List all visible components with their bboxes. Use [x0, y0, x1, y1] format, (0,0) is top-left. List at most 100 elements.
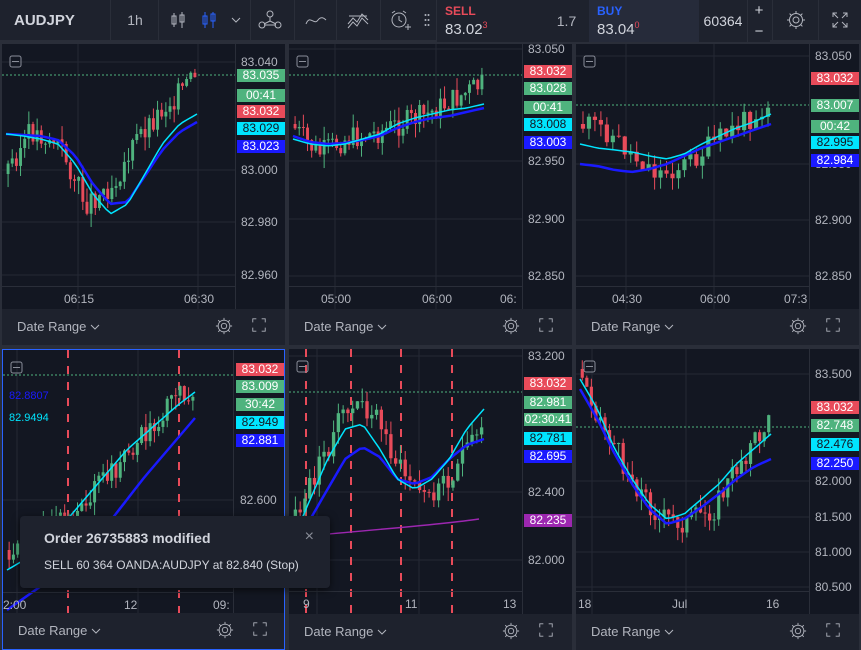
price-axis-label: 82.600 [240, 493, 277, 507]
price-plot[interactable] [2, 44, 235, 309]
chart-panel[interactable]: 83.200 82.400 82.000 9 11 13 83.032 82.981 02:30… [289, 349, 572, 650]
date-range-button[interactable]: Date Range [591, 624, 674, 639]
candle-up [308, 477, 312, 499]
buy-button[interactable]: BUY 83.040 [589, 0, 699, 42]
interval-button[interactable]: 1h [127, 12, 143, 28]
sell-button[interactable]: SELL 83.023 [436, 0, 545, 42]
gear-icon[interactable] [789, 622, 809, 642]
date-range-button[interactable]: Date Range [304, 624, 387, 639]
candle-up [662, 509, 666, 517]
price-axis-label: 83.050 [815, 49, 852, 63]
fullscreen-icon[interactable] [820, 0, 860, 40]
candle-up [470, 434, 474, 443]
quantity-decrease-button[interactable]: − [747, 21, 770, 42]
collapse-legend-icon[interactable] [296, 55, 309, 68]
bar-chart-icon[interactable] [162, 0, 194, 40]
collapse-legend-icon[interactable] [296, 360, 309, 373]
fullscreen-icon[interactable] [825, 317, 845, 337]
collapse-legend-icon[interactable] [10, 361, 23, 374]
candle-up [118, 462, 122, 478]
date-range-button[interactable]: Date Range [304, 319, 387, 334]
price-plot[interactable] [289, 44, 522, 309]
candle-down [193, 72, 197, 78]
chart-panel-active[interactable]: 82.600 2:00 12 09: 83.032 83.009 30:42 82.949 82… [2, 349, 285, 650]
collapse-legend-icon[interactable] [583, 360, 596, 373]
candle-up [598, 417, 603, 421]
gear-icon[interactable] [789, 317, 809, 337]
price-plot[interactable] [289, 349, 522, 614]
price-axis-border [235, 44, 236, 309]
candle-up [93, 481, 97, 503]
symbol-search[interactable]: AUDJPY [14, 11, 75, 29]
strategy-icon[interactable] [340, 0, 376, 40]
candle-up [351, 127, 355, 145]
quantity-input[interactable]: 60364 [699, 0, 747, 42]
candle-up [127, 160, 130, 162]
alert-clock-icon[interactable] [384, 0, 416, 40]
chevron-down-icon [664, 324, 674, 330]
gear-icon[interactable] [215, 317, 235, 337]
candle-up [147, 118, 151, 138]
chart-panel[interactable]: 83.040 83.000 82.980 82.960 06:15 06:30 83.035… [2, 44, 285, 345]
candle-up [322, 451, 326, 457]
price-tag: 00:41 [237, 89, 285, 102]
candle-up [682, 159, 687, 171]
candle-up [730, 467, 734, 479]
date-range-button[interactable]: Date Range [18, 623, 101, 638]
candle-down [443, 98, 447, 109]
gear-icon[interactable] [502, 317, 522, 337]
collapse-legend-icon[interactable] [583, 55, 596, 68]
quantity-increase-button[interactable]: + [747, 0, 770, 21]
candle-down [744, 460, 748, 464]
candle-up [753, 432, 757, 444]
candle-up [178, 386, 182, 396]
chart-panel[interactable]: 83.500 82.000 81.500 81.000 80.500 18 Jul 16 83.… [576, 349, 859, 650]
chevron-down-icon[interactable] [226, 0, 246, 40]
close-icon[interactable]: × [304, 528, 314, 545]
chart-panel[interactable]: 83.050 82.950 82.900 82.850 05:00 06:00 06: 83.… [289, 42, 572, 345]
candle-up [617, 442, 621, 445]
candle-up [176, 83, 180, 110]
gear-icon[interactable] [216, 621, 236, 641]
gear-icon[interactable] [776, 0, 816, 40]
candle-down [667, 509, 671, 515]
drag-handle-icon[interactable] [418, 0, 436, 40]
candle-down [422, 104, 426, 114]
candle-down [31, 124, 35, 142]
compare-symbol-icon[interactable] [252, 0, 288, 40]
date-range-button[interactable]: Date Range [591, 319, 674, 334]
candle-down [735, 467, 739, 475]
candle-down [634, 151, 639, 162]
candle-up [688, 154, 693, 160]
candle-down [721, 490, 725, 498]
candle-up [393, 120, 397, 122]
fullscreen-icon[interactable] [251, 317, 271, 337]
collapse-legend-icon[interactable] [9, 55, 22, 68]
candle-up [380, 130, 384, 143]
candle-up [6, 163, 10, 174]
candle-down [621, 442, 625, 474]
chart-panel[interactable]: 83.05082.95082.90082.85004:3006:0007:383… [576, 44, 859, 345]
gear-icon[interactable] [502, 622, 522, 642]
price-plot[interactable] [576, 349, 809, 614]
candle-down [131, 452, 135, 455]
candle-down [339, 148, 343, 154]
candle-down [60, 139, 64, 144]
time-axis-label: 12 [124, 598, 138, 612]
fullscreen-icon[interactable] [252, 621, 272, 641]
fullscreen-icon[interactable] [538, 317, 558, 337]
fullscreen-icon[interactable] [825, 622, 845, 642]
fullscreen-icon[interactable] [538, 622, 558, 642]
candle-up [330, 138, 334, 140]
price-axis-label: 82.980 [241, 215, 278, 229]
candle-down [748, 111, 753, 129]
ema-fast-line [5, 113, 198, 215]
candles-icon[interactable] [194, 0, 224, 40]
price-plot[interactable] [576, 44, 809, 309]
candle-up [139, 129, 143, 135]
date-range-button[interactable]: Date Range [17, 319, 100, 334]
indicators-icon[interactable] [298, 0, 334, 40]
candle-up [23, 138, 27, 149]
ema-fast-line [579, 113, 772, 160]
time-axis-label: 06: [500, 292, 517, 306]
